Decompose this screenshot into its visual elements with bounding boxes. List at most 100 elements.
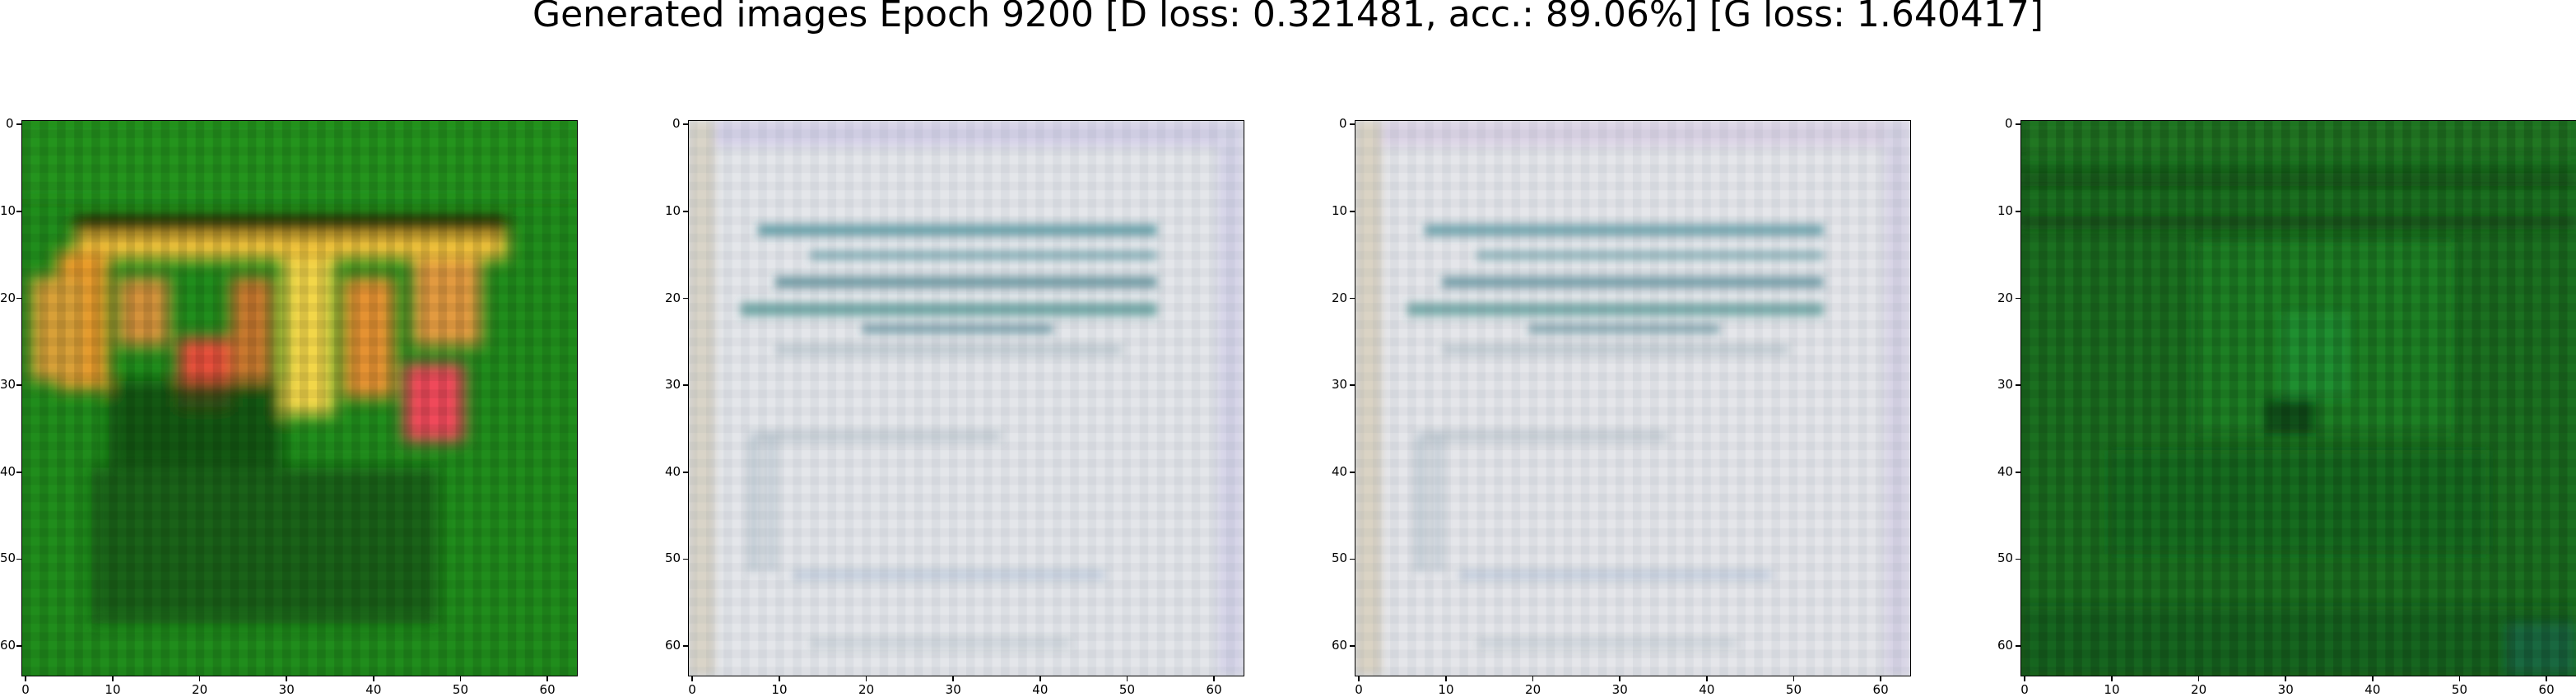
x-tick-label: 40 xyxy=(365,682,382,697)
y-tick-label: 50 xyxy=(1332,551,1348,566)
x-tick-label: 10 xyxy=(2104,682,2120,697)
x-tick-label: 50 xyxy=(1118,682,1135,697)
x-tick-label: 10 xyxy=(771,682,788,697)
x-tick-label: 20 xyxy=(2191,682,2207,697)
x-tick-label: 60 xyxy=(1872,682,1889,697)
y-tick-mark xyxy=(1350,123,1355,126)
x-tick-mark xyxy=(2546,676,2547,681)
y-tick-mark xyxy=(1350,297,1355,300)
y-tick-mark xyxy=(2016,471,2020,473)
y-tick-label: 40 xyxy=(1332,463,1348,479)
x-tick-label: 20 xyxy=(858,682,875,697)
x-tick-mark xyxy=(1213,676,1215,681)
x-tick-mark xyxy=(1532,676,1534,681)
y-tick-mark xyxy=(1350,471,1355,473)
x-tick-label: 10 xyxy=(105,682,121,697)
x-tick-mark xyxy=(952,676,954,681)
y-tick-label: 0 xyxy=(6,116,14,132)
y-tick-label: 0 xyxy=(672,116,681,132)
x-tick-mark xyxy=(112,676,114,681)
x-tick-mark xyxy=(2371,676,2374,681)
generated-image-panel-4 xyxy=(2020,120,2576,676)
y-tick-mark xyxy=(16,558,21,560)
x-tick-label: 50 xyxy=(452,682,468,697)
x-tick-mark xyxy=(2285,676,2286,681)
y-tick-label: 20 xyxy=(1332,290,1348,305)
y-tick-label: 30 xyxy=(1332,377,1348,393)
y-tick-label: 0 xyxy=(1339,116,1347,132)
x-tick-mark xyxy=(691,676,694,681)
y-tick-mark xyxy=(1350,211,1355,212)
y-tick-label: 60 xyxy=(665,638,681,653)
y-tick-mark xyxy=(1350,645,1355,647)
x-tick-label: 0 xyxy=(2020,682,2029,697)
y-tick-label: 30 xyxy=(1997,377,2014,393)
y-tick-mark xyxy=(2016,297,2020,300)
y-tick-mark xyxy=(16,211,21,212)
y-tick-label: 10 xyxy=(1332,202,1348,218)
y-tick-mark xyxy=(2016,211,2020,212)
generated-image-2 xyxy=(689,121,1244,676)
x-tick-mark xyxy=(1039,676,1041,681)
y-tick-mark xyxy=(16,645,21,647)
x-tick-mark xyxy=(1619,676,1620,681)
y-tick-mark xyxy=(2016,384,2020,386)
x-tick-mark xyxy=(372,676,374,681)
y-tick-mark xyxy=(683,558,688,560)
y-tick-label: 20 xyxy=(0,290,16,305)
y-tick-mark xyxy=(16,297,21,300)
x-tick-label: 50 xyxy=(2451,682,2467,697)
x-tick-mark xyxy=(1445,676,1447,681)
y-tick-mark xyxy=(2016,123,2020,126)
y-tick-label: 20 xyxy=(1997,290,2014,305)
y-tick-label: 10 xyxy=(1997,202,2014,218)
x-tick-mark xyxy=(1358,676,1360,681)
x-tick-mark xyxy=(2111,676,2113,681)
figure-title: Generated images Epoch 9200 [D loss: 0.3… xyxy=(532,0,2044,35)
generated-image-3 xyxy=(1355,121,1910,676)
y-tick-label: 20 xyxy=(665,290,681,305)
y-tick-label: 60 xyxy=(0,638,16,653)
generated-image-1 xyxy=(22,121,577,676)
generated-image-panel-1 xyxy=(21,120,578,676)
y-tick-label: 60 xyxy=(1332,638,1348,653)
y-tick-mark xyxy=(683,297,688,300)
x-tick-label: 20 xyxy=(192,682,208,697)
x-tick-label: 0 xyxy=(688,682,696,697)
x-tick-label: 40 xyxy=(2364,682,2381,697)
generated-image-panel-3 xyxy=(1355,120,1911,676)
x-tick-mark xyxy=(865,676,867,681)
y-tick-label: 40 xyxy=(665,463,681,479)
x-tick-label: 60 xyxy=(1206,682,1222,697)
y-tick-mark xyxy=(16,384,21,386)
y-tick-label: 50 xyxy=(1997,551,2014,566)
x-tick-mark xyxy=(2458,676,2461,681)
y-tick-mark xyxy=(683,211,688,212)
x-tick-mark xyxy=(2024,676,2026,681)
y-tick-label: 50 xyxy=(665,551,681,566)
x-tick-mark xyxy=(1705,676,1708,681)
x-tick-mark xyxy=(1793,676,1795,681)
y-tick-mark xyxy=(683,384,688,386)
x-tick-label: 30 xyxy=(1611,682,1628,697)
y-tick-label: 60 xyxy=(1997,638,2014,653)
x-tick-label: 40 xyxy=(1032,682,1049,697)
x-tick-label: 0 xyxy=(21,682,30,697)
y-tick-label: 10 xyxy=(0,202,16,218)
y-tick-label: 40 xyxy=(1997,463,2014,479)
x-tick-mark xyxy=(1880,676,1881,681)
x-tick-mark xyxy=(459,676,462,681)
y-tick-mark xyxy=(683,471,688,473)
y-tick-label: 30 xyxy=(0,377,16,393)
y-tick-mark xyxy=(1350,384,1355,386)
y-tick-mark xyxy=(2016,645,2020,647)
y-tick-label: 40 xyxy=(0,463,16,479)
x-tick-label: 30 xyxy=(2277,682,2294,697)
generated-image-panel-2 xyxy=(688,120,1244,676)
x-tick-mark xyxy=(1126,676,1128,681)
y-tick-mark xyxy=(16,471,21,473)
y-tick-mark xyxy=(16,123,21,126)
x-tick-label: 30 xyxy=(945,682,961,697)
y-tick-mark xyxy=(683,123,688,126)
y-tick-mark xyxy=(683,645,688,647)
